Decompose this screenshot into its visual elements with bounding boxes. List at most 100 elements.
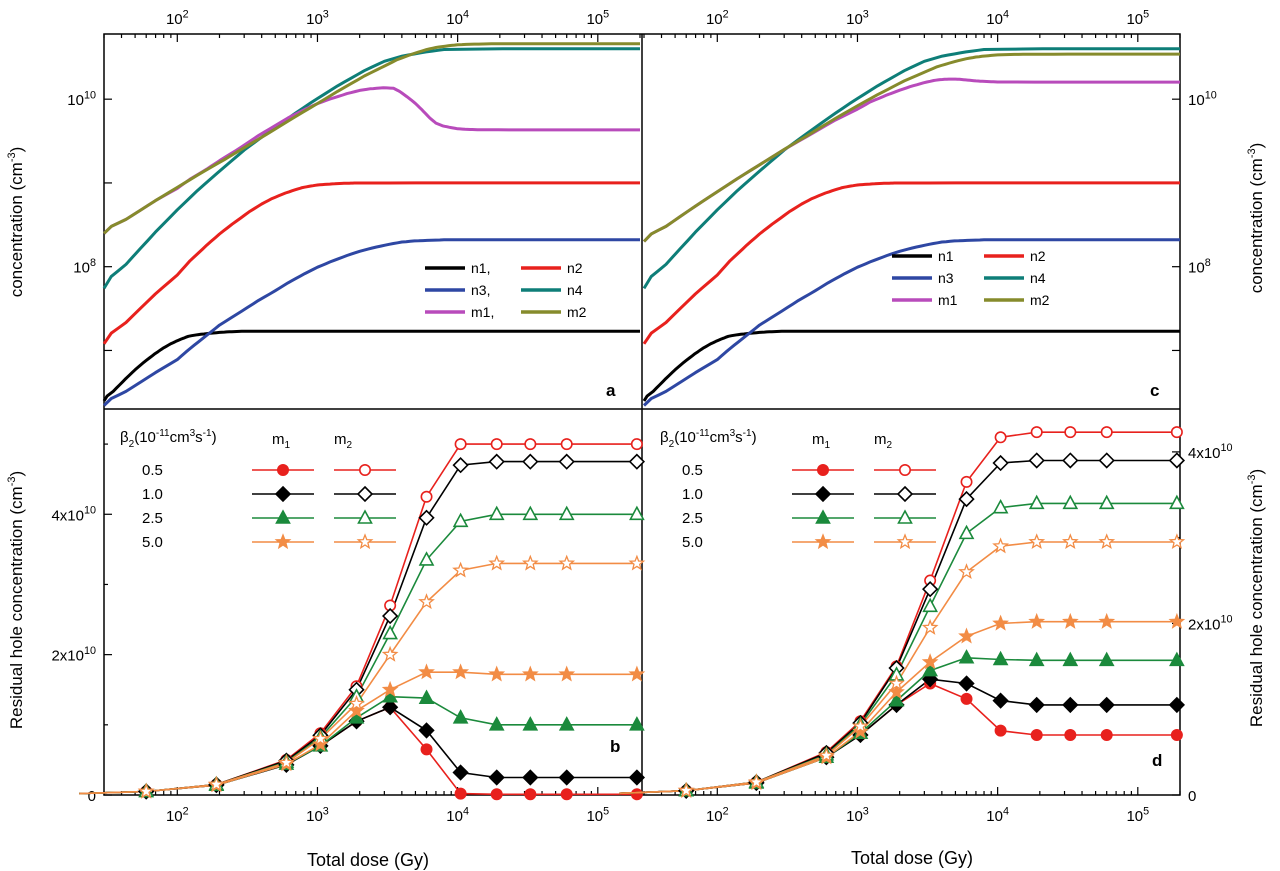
data-point xyxy=(522,505,539,521)
legend-marker-m1 xyxy=(815,509,831,524)
data-point xyxy=(629,505,645,521)
data-point xyxy=(888,691,905,707)
data-point xyxy=(488,554,506,571)
data-point xyxy=(382,688,398,703)
legend-label-n2: n2 xyxy=(567,260,583,276)
panel-label-b: b xyxy=(610,737,620,756)
y-tick-label: 108 xyxy=(1188,257,1211,277)
data-point xyxy=(1028,612,1046,629)
data-point xyxy=(677,781,695,798)
x-tick-label: 102 xyxy=(706,805,729,825)
data-point xyxy=(1168,612,1186,629)
y-tick-label: 2x1010 xyxy=(51,645,96,665)
data-point xyxy=(1030,728,1043,741)
data-point xyxy=(560,438,573,451)
data-point xyxy=(521,554,539,571)
data-point xyxy=(522,453,539,470)
legend-marker-m2 xyxy=(358,463,371,476)
legend-beta-label: β2(10-11cm3s-1) xyxy=(660,428,757,450)
legend-label-n4: n4 xyxy=(567,282,583,298)
series-line-m2 xyxy=(642,52,1180,243)
data-point xyxy=(1098,533,1116,550)
series-line-n3 xyxy=(642,238,1180,407)
x-tick-label: 104 xyxy=(986,805,1009,825)
data-point xyxy=(418,551,435,566)
legend-marker-m2 xyxy=(356,533,374,550)
data-point xyxy=(558,716,575,731)
legend-marker-m2 xyxy=(896,533,914,550)
data-point xyxy=(420,490,433,503)
legend-beta-value: 1.0 xyxy=(142,486,163,503)
data-point xyxy=(418,663,435,680)
legend-marker-m1 xyxy=(814,533,832,550)
x-tick-label: 105 xyxy=(586,8,609,28)
legend-marker-m2 xyxy=(357,509,373,524)
x-tick-label: 104 xyxy=(986,8,1009,28)
data-point xyxy=(1062,533,1079,550)
data-point xyxy=(921,618,939,635)
legend-label-n1: n1 xyxy=(938,248,954,264)
legend-beta-value: 5.0 xyxy=(682,534,703,551)
data-point xyxy=(992,537,1009,554)
data-point xyxy=(852,722,869,739)
data-point xyxy=(992,454,1009,472)
data-point xyxy=(992,498,1009,514)
data-point xyxy=(922,597,938,613)
data-point xyxy=(381,645,399,662)
x-tick-label: 103 xyxy=(306,8,329,28)
data-point xyxy=(558,554,576,571)
data-point xyxy=(488,665,506,682)
data-point xyxy=(382,699,399,716)
series-line-n1 xyxy=(102,329,640,402)
data-point xyxy=(1062,494,1079,510)
data-point xyxy=(1062,651,1079,667)
x-tick-label: 103 xyxy=(846,8,869,28)
series-line-m1 xyxy=(642,77,1180,243)
series-line-m2-1.0 xyxy=(79,460,637,795)
legend-marker-m1 xyxy=(816,463,829,476)
data-point xyxy=(452,512,469,528)
series-line-m2-1.0 xyxy=(619,459,1177,795)
data-point xyxy=(1062,612,1079,629)
data-point xyxy=(348,695,365,711)
data-point xyxy=(452,457,469,474)
series-line-n4 xyxy=(102,47,640,290)
x-axis-title-right: Total dose (Gy) xyxy=(851,848,973,868)
series-line-m2-0.5 xyxy=(619,431,1177,795)
data-point xyxy=(958,490,975,508)
x-tick-label: 105 xyxy=(1126,805,1149,825)
data-point xyxy=(922,661,938,677)
data-point xyxy=(958,563,975,580)
data-point xyxy=(490,438,503,451)
y-tick-label: 4x1010 xyxy=(1188,442,1233,462)
y-tick-label: 0 xyxy=(88,788,96,805)
panel-label-a: a xyxy=(606,381,616,400)
data-point xyxy=(818,746,835,763)
legend-m1-label: m1 xyxy=(272,431,291,451)
data-point xyxy=(454,787,467,800)
data-point xyxy=(629,716,645,731)
data-point xyxy=(958,627,975,644)
data-point xyxy=(1064,728,1077,741)
data-point xyxy=(418,509,435,526)
data-point xyxy=(628,665,646,682)
data-point xyxy=(1098,494,1115,510)
legend-marker-m1 xyxy=(274,533,292,550)
data-point xyxy=(522,769,539,786)
data-point xyxy=(1028,494,1045,510)
series-line-m2-5.0 xyxy=(79,562,637,795)
legend-marker-m2 xyxy=(897,509,913,524)
legend-label-n1: n1, xyxy=(471,260,490,276)
legend-marker-m2 xyxy=(898,463,911,476)
data-point xyxy=(382,607,399,625)
data-point xyxy=(524,438,537,451)
data-point xyxy=(1168,452,1186,469)
data-point xyxy=(488,769,505,786)
legend-beta-value: 2.5 xyxy=(682,510,703,527)
data-point xyxy=(490,788,503,801)
series-line-m2-2.5 xyxy=(79,513,637,795)
data-point xyxy=(994,724,1007,737)
data-point xyxy=(558,769,575,786)
data-point xyxy=(630,438,643,451)
